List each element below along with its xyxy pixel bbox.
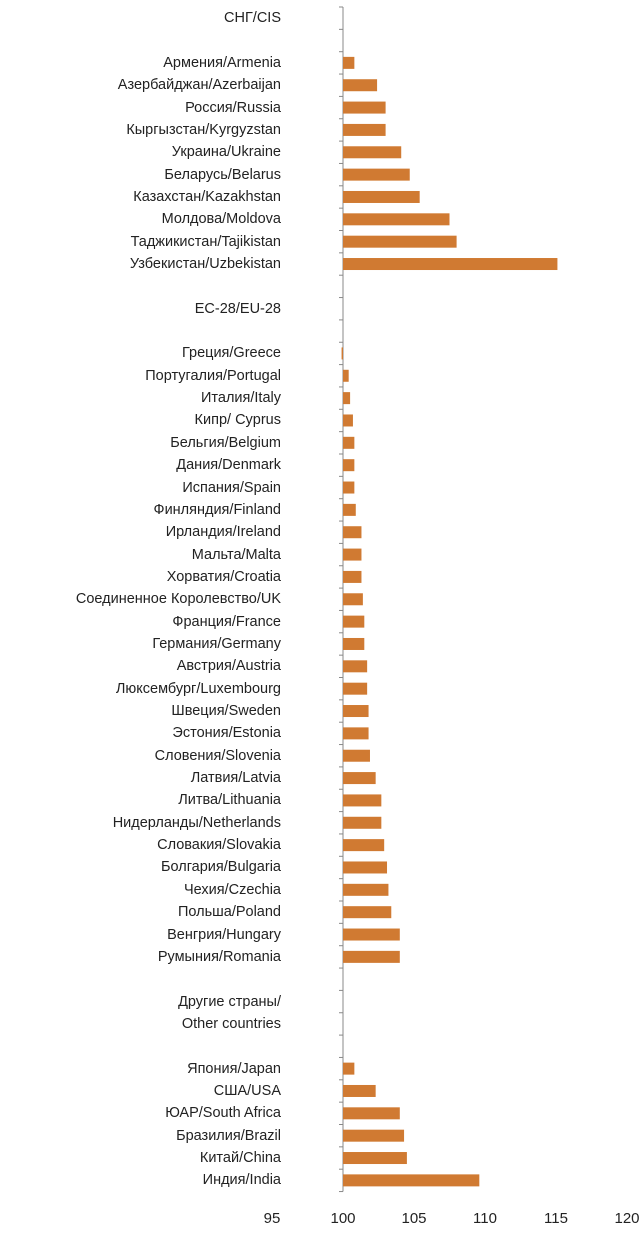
bar	[343, 1084, 376, 1097]
y-tick-label: Другие страны/ Other countries	[178, 993, 281, 1032]
bar	[341, 347, 343, 360]
x-tick-label: 95	[263, 1209, 281, 1227]
bar	[343, 727, 369, 740]
y-tick-label: Словения/Slovenia	[154, 747, 281, 764]
x-tick-label: 100	[330, 1209, 356, 1227]
y-tick-label: Хорватия/Croatia	[166, 568, 281, 585]
y-tick-label: Мальта/Malta	[191, 546, 281, 563]
y-tick-label: Австрия/Austria	[176, 658, 281, 675]
bar	[343, 1107, 400, 1120]
y-tick-label: Люксембург/Luxembourg	[115, 680, 281, 697]
bar	[343, 883, 389, 896]
bar	[343, 123, 386, 136]
y-tick-label: Эстония/Estonia	[172, 725, 281, 742]
y-tick-label: Греция/Greece	[181, 345, 281, 362]
x-tick-label: 110	[473, 1209, 497, 1227]
y-tick-label: Индия/India	[202, 1172, 281, 1189]
y-tick-label: Узбекистан/Uzbekistan	[129, 256, 281, 273]
bar	[343, 459, 355, 472]
bar	[343, 772, 376, 785]
bar	[343, 593, 363, 606]
y-tick-label: Италия/Italy	[201, 390, 281, 407]
bar	[343, 839, 385, 852]
bar	[343, 146, 402, 159]
y-tick-label: Соединенное Королевство/UK	[75, 591, 281, 608]
bar	[343, 56, 355, 69]
y-tick-label: Испания/Spain	[182, 479, 281, 496]
y-tick-label: США/USA	[213, 1082, 281, 1099]
y-tick-label: Франция/France	[172, 613, 281, 630]
y-tick-label: Россия/Russia	[185, 99, 281, 116]
y-tick-label: СНГ/CIS	[224, 10, 281, 27]
y-tick-label: Таджикистан/Tajikistan	[130, 233, 281, 250]
bar	[343, 794, 382, 807]
bar	[343, 79, 378, 92]
y-tick-label: Латвия/Latvia	[190, 770, 281, 787]
bar	[343, 392, 351, 405]
y-tick-label: Бельгия/Belgium	[170, 434, 281, 451]
y-tick-label: Китай/China	[199, 1150, 281, 1167]
bar	[343, 369, 349, 382]
x-tick-label: 115	[544, 1209, 568, 1227]
y-tick-label: Швеция/Sweden	[171, 703, 281, 720]
y-tick-label: Чехия/Czechia	[183, 881, 281, 898]
bar	[343, 1129, 405, 1142]
bar	[343, 816, 382, 829]
y-tick-label: ЮАР/South Africa	[165, 1105, 281, 1122]
y-tick-label: Азербайджан/Azerbaijan	[117, 77, 281, 94]
bar	[343, 548, 362, 561]
y-tick-label: Румыния/Romania	[157, 948, 281, 965]
y-tick-label: Ирландия/Ireland	[165, 524, 281, 541]
y-tick-label: Литва/Lithuania	[178, 792, 281, 809]
bar	[343, 1174, 480, 1187]
y-tick-label: Германия/Germany	[152, 635, 281, 652]
bar	[343, 436, 355, 449]
y-tick-label: Португалия/Portugal	[145, 367, 281, 384]
bar	[343, 168, 410, 181]
y-tick-label: Молдова/Moldova	[161, 211, 281, 228]
y-tick-label: Армения/Armenia	[163, 54, 281, 71]
y-tick-label: Словакия/Slovakia	[157, 837, 281, 854]
x-tick-label: 105	[401, 1209, 427, 1227]
bar	[343, 258, 558, 271]
bar	[343, 570, 362, 583]
y-tick-label: Кипр/ Cyprus	[194, 412, 281, 429]
x-tick-label: 120	[614, 1209, 640, 1227]
bar	[343, 682, 368, 695]
y-tick-label: Кыргызстан/Kyrgyzstan	[126, 121, 281, 138]
y-tick-label: Болгария/Bulgaria	[160, 859, 281, 876]
bar	[343, 950, 400, 963]
y-tick-label: Беларусь/Belarus	[164, 166, 281, 183]
bar	[343, 414, 353, 427]
bar	[343, 906, 392, 919]
bar	[343, 660, 368, 673]
bar	[343, 637, 365, 650]
y-tick-label: Япония/Japan	[187, 1060, 281, 1077]
y-tick-label: Польша/Poland	[177, 904, 281, 921]
bar	[343, 1152, 407, 1165]
bar	[343, 190, 420, 203]
bar	[343, 861, 388, 874]
y-tick-label: Украина/Ukraine	[171, 144, 281, 161]
bar	[343, 615, 365, 628]
y-tick-label: ЕС-28/EU-28	[194, 300, 281, 317]
bar	[343, 749, 370, 762]
y-tick-label: Бразилия/Brazil	[176, 1127, 281, 1144]
y-tick-label: Дания/Denmark	[176, 457, 281, 474]
bar	[343, 928, 400, 941]
bar	[343, 213, 450, 226]
y-tick-label: Нидерланды/Netherlands	[112, 814, 281, 831]
bar	[343, 526, 362, 539]
bar	[343, 481, 355, 494]
y-tick-label: Венгрия/Hungary	[167, 926, 281, 943]
bar	[343, 101, 386, 114]
bar	[343, 705, 369, 718]
bar	[343, 235, 457, 248]
bar	[343, 503, 356, 516]
y-tick-label: Казахстан/Kazakhstan	[133, 188, 281, 205]
y-tick-label: Финляндия/Finland	[153, 501, 281, 518]
bar	[343, 1062, 355, 1075]
